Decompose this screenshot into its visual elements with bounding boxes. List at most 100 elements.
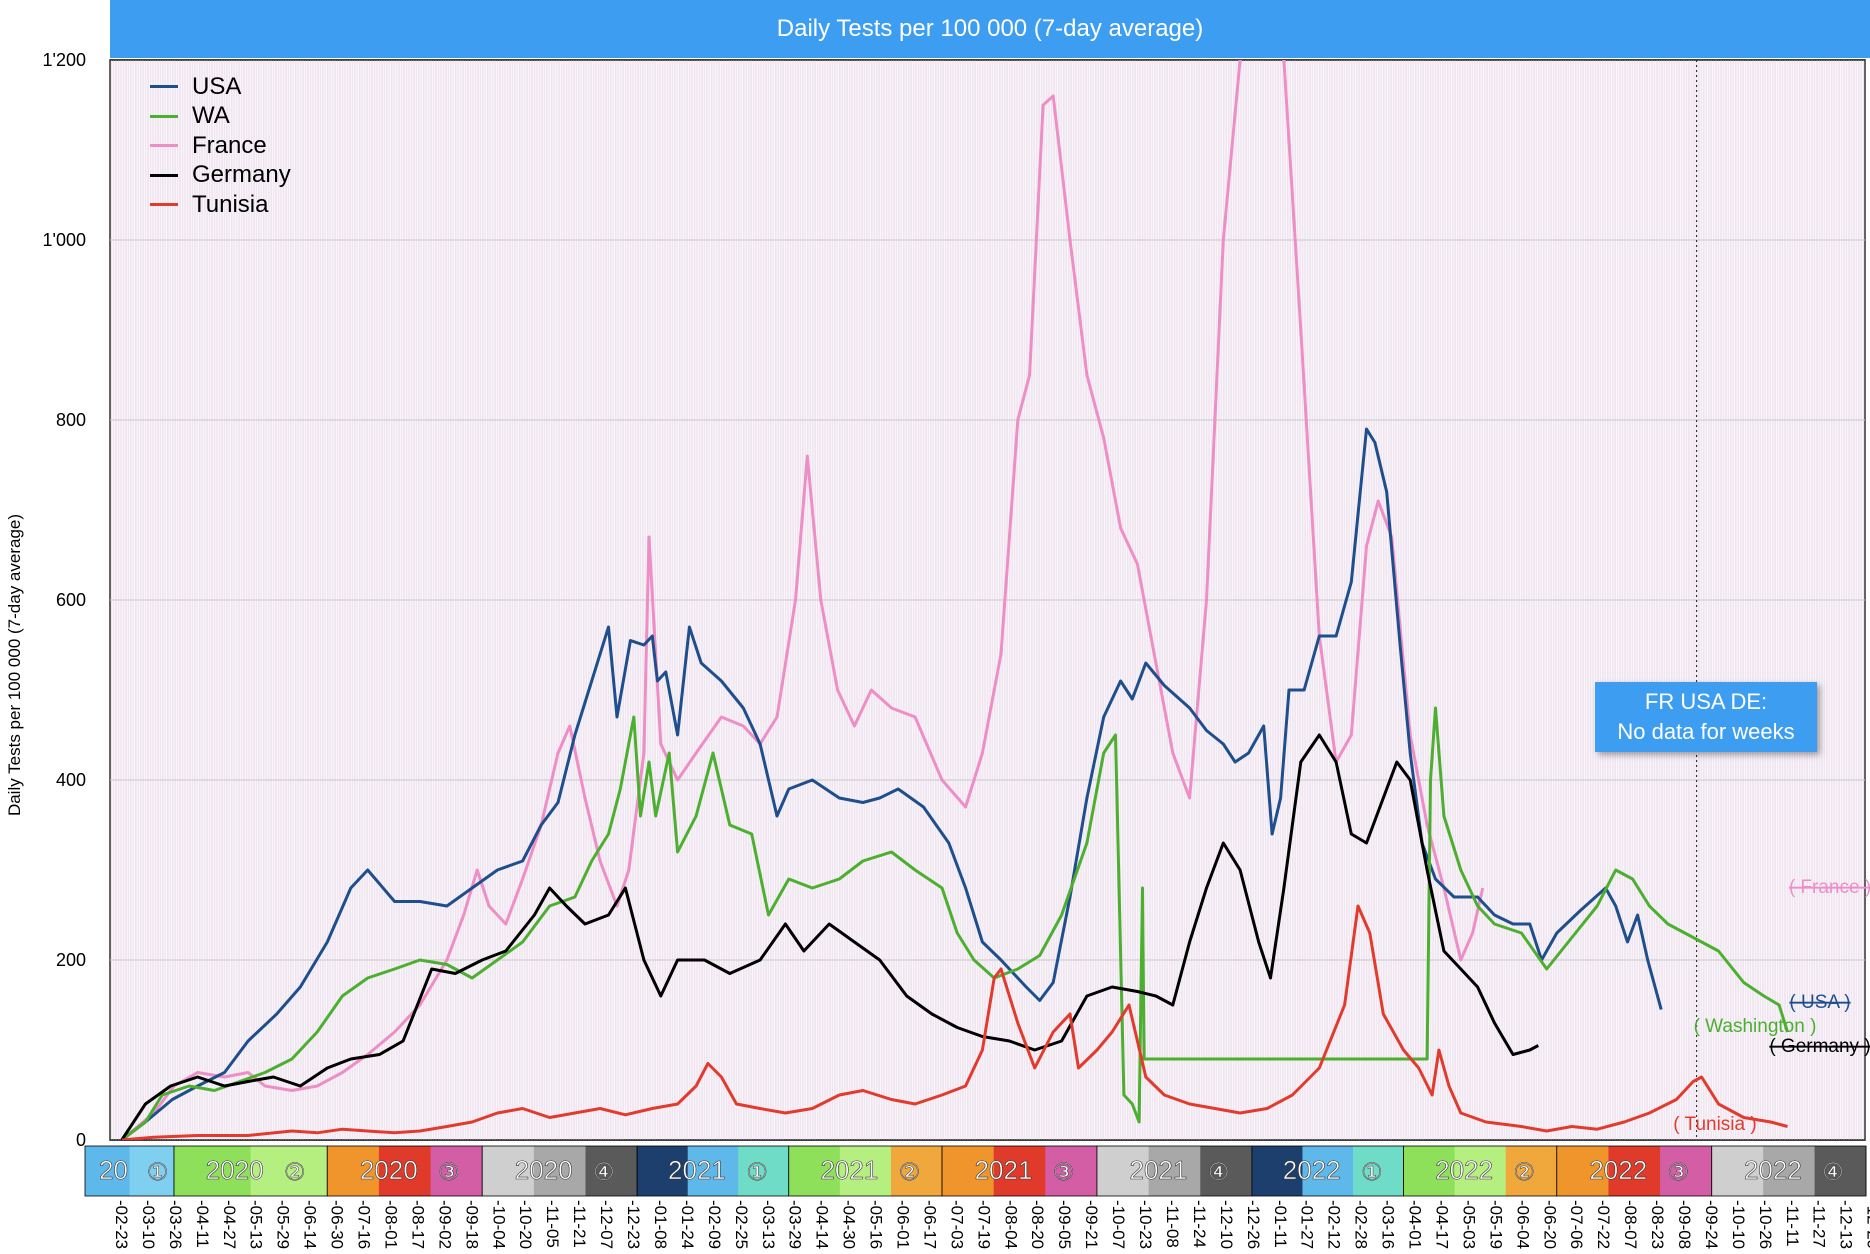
quarter-number: ① xyxy=(1361,1158,1383,1186)
x-tick-label: -05-13 xyxy=(247,1200,266,1249)
quarter-year-label: 2020 xyxy=(206,1155,264,1185)
quarter-year-label: 2021 xyxy=(820,1155,878,1185)
quarter-segment xyxy=(1251,1146,1303,1196)
x-tick-label: -12-23 xyxy=(624,1200,643,1249)
x-tick-label: -11-24 xyxy=(1190,1200,1209,1248)
y-tick-label: 0 xyxy=(76,1130,86,1150)
x-tick: -07-22 xyxy=(1594,1200,1613,1249)
x-tick: -11-08 xyxy=(1163,1200,1182,1248)
x-tick: -02-25 xyxy=(732,1200,751,1249)
x-tick-label: -02-09 xyxy=(705,1200,724,1249)
quarter-segment xyxy=(1096,1146,1150,1196)
quarter-segment xyxy=(482,1146,535,1196)
quarter-segment xyxy=(1556,1146,1609,1196)
quarter-segment xyxy=(687,1146,739,1196)
x-tick-label: -05-29 xyxy=(274,1200,293,1249)
x-tick: -12-29 xyxy=(1864,1200,1870,1249)
x-tick-label: -11-05 xyxy=(543,1200,562,1248)
x-tick: -05-19 xyxy=(1486,1200,1505,1249)
x-tick: -08-04 xyxy=(1001,1200,1020,1249)
x-tick: -02-09 xyxy=(705,1200,724,1249)
x-tick: -03-10 xyxy=(139,1200,158,1249)
quarter-year-label: 2020 xyxy=(360,1155,418,1185)
series-line-tunisia xyxy=(121,904,1788,1140)
quarter-year-label: 2022 xyxy=(1744,1155,1802,1185)
quarter-segment xyxy=(1608,1146,1661,1196)
series-lines xyxy=(120,60,1789,1140)
quarter-year-label: 2022 xyxy=(1283,1155,1341,1185)
x-axis: -02-23 -03-10 -03-26 -04-11 -04-27 -05-13 -05-… xyxy=(112,1200,1870,1249)
end-label-usa: ( USA ) xyxy=(1789,992,1850,1013)
x-tick-label: -11-08 xyxy=(1163,1200,1182,1248)
quarter-year-label: 20 xyxy=(99,1155,128,1185)
quarter-segment xyxy=(993,1146,1046,1196)
x-tick-label: -12-13 xyxy=(1837,1200,1856,1249)
y-axis: 0 200 400 600 800 1'000 1'200 xyxy=(43,50,86,1150)
quarter-segment xyxy=(585,1146,638,1196)
quarter-year-label: 2022 xyxy=(1589,1155,1647,1185)
grid xyxy=(109,60,1866,1140)
legend-item: Tunisia xyxy=(150,190,291,220)
end-label-germany: ( Germany ) xyxy=(1769,1036,1870,1057)
quarter-segment xyxy=(942,1146,995,1196)
end-label-tunisia: ( Tunisia ) xyxy=(1673,1114,1756,1135)
quarter-segment xyxy=(738,1146,790,1196)
x-tick: -08-23 xyxy=(1648,1200,1667,1249)
quarter-segment xyxy=(1711,1146,1764,1196)
x-tick: -11-11 xyxy=(1783,1200,1802,1247)
y-tick-label: 600 xyxy=(56,590,86,610)
x-tick-label: -10-20 xyxy=(516,1200,535,1249)
x-tick-label: -10-26 xyxy=(1756,1200,1775,1249)
x-tick-label: -06-30 xyxy=(328,1200,347,1249)
x-tick: -01-08 xyxy=(651,1200,670,1249)
x-tick: -03-26 xyxy=(166,1200,185,1249)
x-tick: -05-03 xyxy=(1459,1200,1478,1249)
x-tick-label: -10-07 xyxy=(1109,1200,1128,1249)
x-tick: -10-26 xyxy=(1756,1200,1775,1249)
x-tick: -04-14 xyxy=(813,1200,832,1249)
x-tick-label: -11-11 xyxy=(1783,1200,1802,1247)
x-tick-label: -06-04 xyxy=(1513,1200,1532,1249)
x-tick-label: -04-27 xyxy=(220,1200,239,1249)
x-tick: -01-27 xyxy=(1298,1200,1317,1249)
x-tick: -06-01 xyxy=(894,1200,913,1249)
x-tick-label: -01-27 xyxy=(1298,1200,1317,1249)
x-tick: -10-20 xyxy=(516,1200,535,1249)
x-tick-label: -09-24 xyxy=(1702,1200,1721,1249)
x-tick-label: -10-23 xyxy=(1136,1200,1155,1249)
x-tick: -02-28 xyxy=(1352,1200,1371,1249)
end-label-france: ( France ) xyxy=(1789,877,1870,898)
quarter-segment xyxy=(1763,1146,1816,1196)
x-tick-label: -02-12 xyxy=(1325,1200,1344,1249)
x-tick: -04-01 xyxy=(1406,1200,1425,1249)
x-tick: -09-21 xyxy=(1082,1200,1101,1249)
x-tick: -10-07 xyxy=(1109,1200,1128,1249)
x-tick-label: -09-18 xyxy=(462,1200,481,1249)
x-tick: -11-27 xyxy=(1810,1200,1829,1248)
x-tick: -02-12 xyxy=(1325,1200,1344,1249)
series-line-germany xyxy=(120,733,1540,1140)
quarter-segment xyxy=(1302,1146,1354,1196)
y-axis-label: Daily Tests per 100 000 (7-day average) xyxy=(5,513,24,817)
end-label-wa: ( Washington ) xyxy=(1694,1016,1817,1037)
x-tick-label: -04-11 xyxy=(193,1200,212,1248)
quarter-segment xyxy=(890,1146,943,1196)
x-tick: -12-10 xyxy=(1217,1200,1236,1249)
x-tick-label: -01-24 xyxy=(678,1200,697,1249)
series-end-labels: ( USA ) ( Washington ) ( France ) ( Germany… xyxy=(1673,877,1870,1135)
x-tick-label: -12-10 xyxy=(1217,1200,1236,1249)
x-tick-label: -04-30 xyxy=(840,1200,859,1249)
y-tick-label: 1'200 xyxy=(43,50,86,70)
quarter-segment xyxy=(1660,1146,1713,1196)
x-tick-label: -07-03 xyxy=(947,1200,966,1249)
x-tick-label: -01-11 xyxy=(1271,1200,1290,1248)
quarter-segment xyxy=(129,1146,175,1196)
quarter-segment xyxy=(1148,1146,1201,1196)
x-tick-label: -05-19 xyxy=(1486,1200,1505,1249)
x-tick: -11-21 xyxy=(570,1200,589,1248)
x-tick-label: -09-05 xyxy=(1055,1200,1074,1249)
x-tick: -12-23 xyxy=(624,1200,643,1249)
x-tick-label: -08-20 xyxy=(1028,1200,1047,1249)
x-tick-label: -12-07 xyxy=(597,1200,616,1249)
quarter-year-label: 2021 xyxy=(1130,1155,1188,1185)
